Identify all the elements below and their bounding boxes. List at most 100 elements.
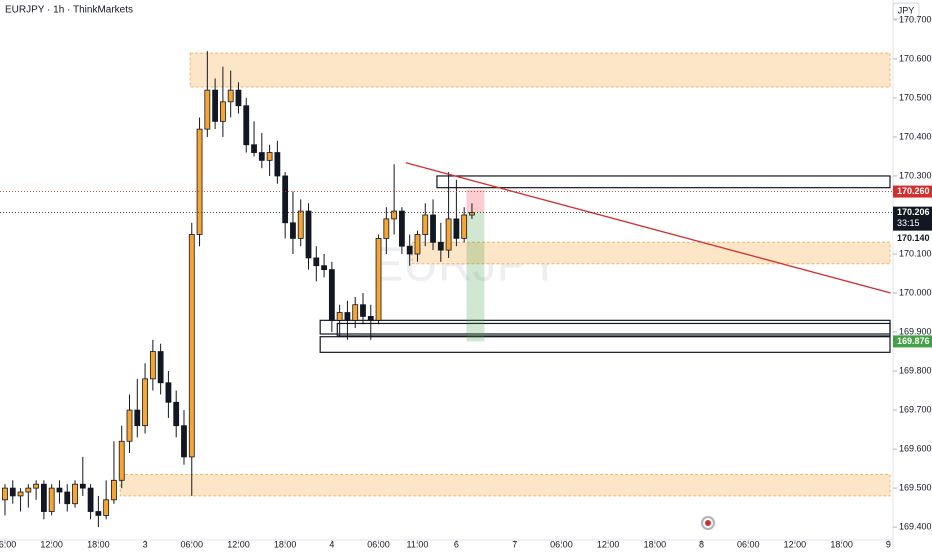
candle-body (282, 175, 289, 224)
x-tick-label: 18:00 (830, 539, 853, 549)
x-tick-label: 12:00 (597, 539, 620, 549)
candle-body (111, 479, 117, 501)
plot (2, 51, 891, 528)
x-tick-label: 18:00 (274, 539, 297, 549)
candle-body (383, 218, 390, 239)
currency[interactable]: JPY (898, 5, 915, 15)
candle-body (360, 304, 366, 317)
x-tick-label: 3 (143, 539, 148, 549)
candle-body (103, 499, 110, 516)
candle-body (87, 487, 94, 512)
candle-body (290, 222, 296, 239)
candle-body (313, 257, 320, 267)
candle-body (181, 425, 187, 458)
x-tick-label: 9 (886, 539, 891, 549)
price-label-bg (893, 185, 932, 198)
zone (119, 473, 891, 497)
trendline (405, 162, 891, 294)
y-tick-label: 170.500 (899, 92, 932, 102)
y-tick-label: 170.600 (899, 53, 932, 63)
candle-body (336, 312, 343, 321)
candle-body (72, 483, 78, 505)
candle-body (48, 487, 55, 512)
x-tick-label: 6 (454, 539, 459, 549)
candle-body (2, 487, 8, 501)
x-tick-label: 4 (329, 539, 334, 549)
candle-body (204, 89, 211, 130)
candle-body (40, 483, 47, 512)
x-tick-label: 12:00 (40, 539, 63, 549)
x-tick-label: 8 (699, 539, 704, 549)
x-tick-label: 06:00 (737, 539, 760, 549)
level-box (336, 322, 891, 337)
candle-body (95, 511, 102, 516)
y-tick-label: 170.700 (899, 14, 932, 24)
candle-body (64, 491, 71, 505)
candle-body (453, 218, 460, 239)
candle-body (196, 128, 203, 235)
y-tick-label: 169.500 (899, 482, 932, 492)
candle-body (344, 312, 351, 321)
x-tick-label: 12:00 (784, 539, 807, 549)
candle-body (142, 378, 148, 427)
candle-body (461, 214, 468, 239)
candle-body (33, 483, 40, 489)
candle-body (445, 218, 452, 251)
candle-body (157, 351, 164, 384)
x-tick-label: 12:00 (227, 539, 250, 549)
x-tick-label: 06:00 (550, 539, 573, 549)
candle-body (258, 152, 265, 161)
candle-body (149, 351, 156, 380)
candle-body (17, 491, 24, 497)
candle-body (235, 89, 242, 107)
y-tick-label: 169.600 (899, 443, 932, 453)
candle-body (391, 210, 398, 220)
candle-body (243, 105, 250, 146)
y-tick-label: 170.300 (899, 170, 932, 180)
candle-body (118, 440, 125, 481)
candle-body (422, 214, 429, 235)
candle-body (227, 89, 234, 103)
target-area (466, 212, 485, 342)
candle-body (406, 245, 413, 255)
price-label: 170.260 (897, 186, 930, 196)
price-label: 170.206 (897, 207, 930, 217)
x-tick-label: 18:00 (644, 539, 667, 549)
y-tick-label: 169.700 (899, 404, 932, 414)
zone (189, 52, 891, 88)
level-box (319, 336, 891, 353)
record-dot[interactable] (705, 520, 711, 526)
candle-body (414, 234, 421, 255)
candle-body (56, 487, 63, 493)
candle-body (437, 241, 444, 251)
candle-body (274, 152, 281, 177)
price-label-bg (893, 335, 932, 348)
currency-box[interactable] (892, 2, 920, 20)
x-tick-label: 06:00 (181, 539, 204, 549)
y-tick-label: 169.400 (899, 521, 932, 531)
candle-body (328, 269, 335, 321)
candle-body (305, 210, 312, 259)
x-tick-label: 11:00 (407, 539, 429, 549)
candle-body (375, 237, 382, 321)
x-tick-label: 06:00 (367, 539, 390, 549)
candle-body (212, 89, 219, 122)
candle-body (134, 409, 141, 427)
price-label-bg (893, 206, 932, 231)
x-tick-label: 18:00 (87, 539, 110, 549)
price-label: 169.876 (897, 336, 930, 346)
candle-body (321, 265, 327, 271)
y-tick-label: 170.000 (899, 287, 932, 297)
candle-body (188, 234, 195, 458)
candle-body (266, 152, 273, 161)
zone (411, 241, 891, 265)
candle-body (79, 483, 86, 489)
candle-body (9, 487, 16, 497)
y-tick-label: 170.400 (899, 131, 932, 141)
x-tick-label: 7 (512, 539, 517, 549)
y-tick-label: 170.100 (899, 248, 932, 258)
candle-body (352, 304, 359, 321)
y-tick-label: 169.900 (899, 326, 932, 336)
candle-body (173, 401, 180, 427)
